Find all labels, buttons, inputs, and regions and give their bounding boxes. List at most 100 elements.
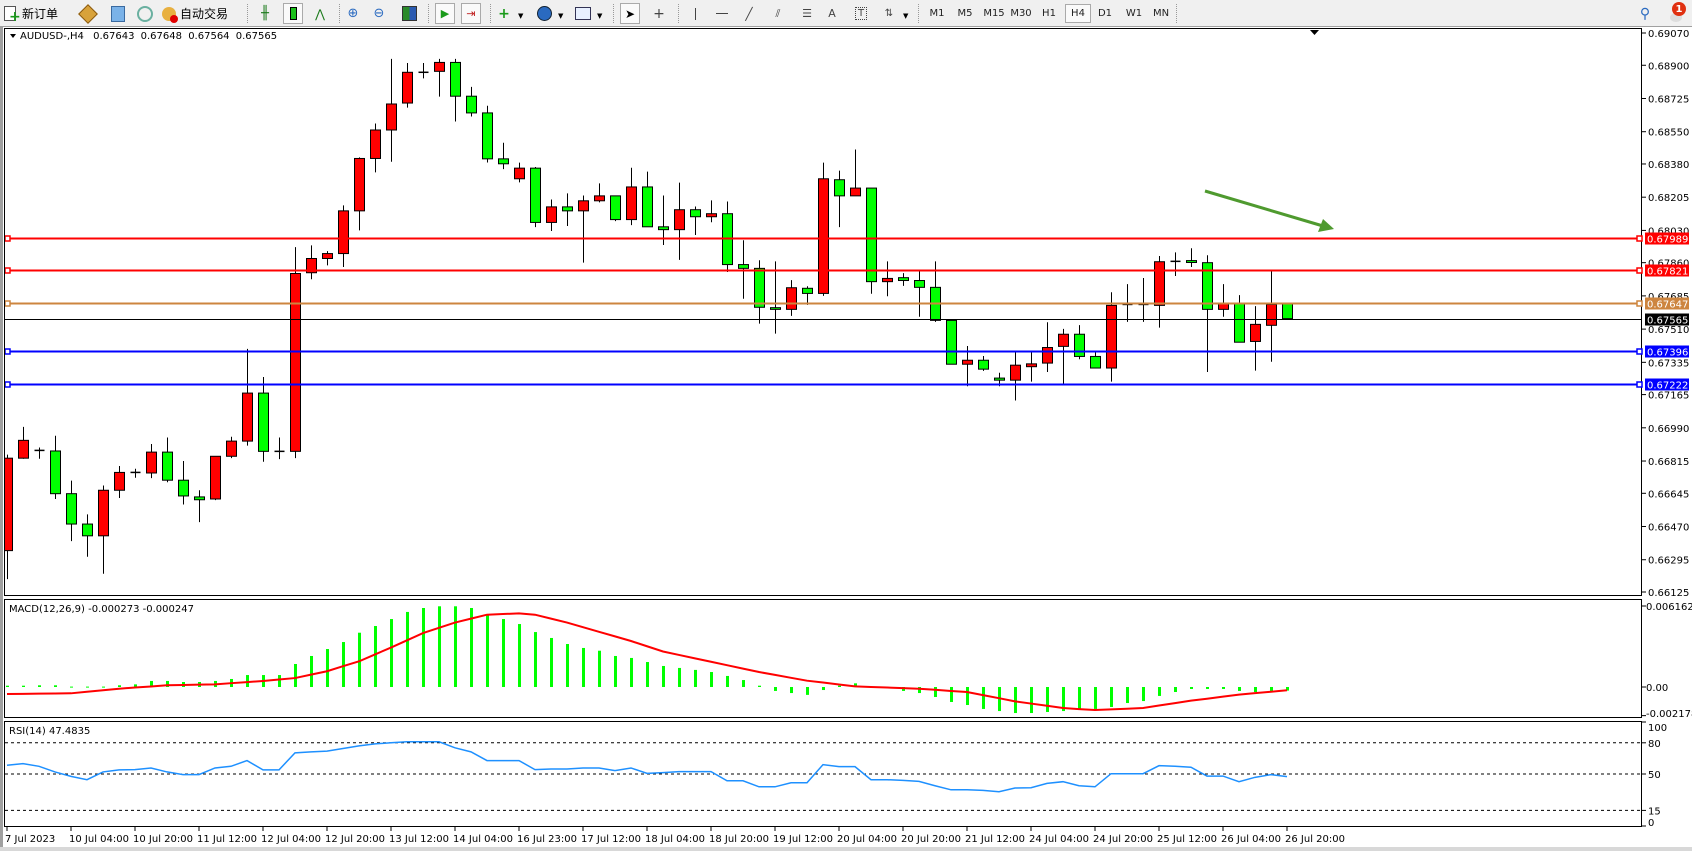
candle[interactable] — [354, 157, 365, 231]
candle[interactable] — [162, 437, 173, 483]
trend-arrow-line[interactable] — [1204, 189, 1324, 228]
candle[interactable] — [818, 162, 829, 296]
trendline-button[interactable]: ╱ — [739, 3, 759, 24]
periods-button[interactable]: ▼ — [534, 3, 563, 24]
new-order-button[interactable]: + 新订单 — [4, 3, 58, 24]
horizontal-line-button[interactable] — [712, 3, 732, 24]
candle[interactable] — [866, 187, 877, 294]
candle[interactable] — [274, 437, 285, 460]
candle[interactable] — [130, 468, 141, 478]
timeframe-m15[interactable]: M15 — [983, 8, 1005, 19]
candle[interactable] — [706, 200, 717, 223]
zoom-out-button[interactable]: ⊖ — [369, 3, 389, 24]
macd-pane[interactable] — [4, 599, 1642, 718]
tile-windows-button[interactable] — [399, 3, 419, 24]
level-handle-right[interactable] — [1636, 381, 1643, 388]
notification-button[interactable]: 1 — [1664, 2, 1688, 24]
candle[interactable] — [146, 443, 157, 479]
candle[interactable] — [50, 435, 61, 499]
timeframe-m1[interactable]: M1 — [929, 8, 945, 19]
candle[interactable] — [1250, 306, 1261, 371]
candle[interactable] — [1058, 328, 1069, 386]
candle[interactable] — [1026, 351, 1037, 382]
candle[interactable] — [850, 149, 861, 197]
level-handle-right[interactable] — [1636, 300, 1643, 307]
candle[interactable] — [658, 195, 669, 246]
candle[interactable] — [962, 346, 973, 387]
vertical-line-button[interactable] — [685, 3, 705, 24]
auto-trading-button[interactable]: 自动交易 — [162, 3, 228, 24]
level-handle-left[interactable] — [5, 300, 11, 307]
timeframe-m30[interactable]: M30 — [1010, 8, 1032, 19]
candle[interactable] — [306, 245, 317, 280]
candle[interactable] — [674, 182, 685, 260]
candle[interactable] — [498, 142, 509, 170]
candle[interactable] — [1106, 292, 1117, 382]
candle[interactable] — [482, 105, 493, 163]
candle[interactable] — [418, 62, 429, 79]
level-handle-left[interactable] — [5, 348, 11, 355]
candle[interactable] — [1202, 255, 1213, 373]
candle[interactable] — [626, 167, 637, 226]
templates-button[interactable]: ▼ — [573, 3, 602, 24]
candle[interactable] — [1010, 351, 1021, 401]
candle[interactable] — [258, 376, 269, 462]
chart-shift-button[interactable]: ⇥ — [461, 3, 481, 24]
candle[interactable] — [178, 461, 189, 505]
candle[interactable] — [594, 183, 605, 203]
candle[interactable] — [66, 480, 77, 542]
candle[interactable] — [1170, 252, 1181, 276]
candle[interactable] — [18, 426, 29, 459]
candle[interactable] — [322, 251, 333, 266]
candle[interactable] — [546, 199, 557, 231]
candle[interactable] — [226, 436, 237, 459]
timeframe-d1[interactable]: D1 — [1097, 8, 1113, 19]
timeframe-mn[interactable]: MN — [1152, 8, 1170, 19]
level-handle-left[interactable] — [5, 235, 11, 242]
candle[interactable] — [370, 123, 381, 173]
candle[interactable] — [386, 58, 397, 162]
candle[interactable] — [242, 348, 253, 446]
line-chart-button[interactable]: ⋀ — [310, 3, 330, 24]
candle[interactable] — [802, 286, 813, 305]
text-button[interactable]: A — [822, 3, 842, 24]
timeframe-h4[interactable]: H4 — [1065, 4, 1091, 23]
candle[interactable] — [978, 356, 989, 371]
candle[interactable] — [690, 206, 701, 235]
arrows-button[interactable]: ⇅ ▼ — [884, 8, 909, 20]
candle[interactable] — [82, 514, 93, 557]
fibonacci-button[interactable]: ☰ — [797, 3, 817, 24]
symbol-menu-chevron-icon[interactable] — [10, 34, 16, 38]
candle[interactable] — [946, 319, 957, 365]
level-handle-left[interactable] — [5, 381, 11, 388]
candle[interactable] — [530, 167, 541, 228]
candle[interactable] — [98, 485, 109, 574]
auto-scroll-button[interactable]: ▶ — [435, 3, 455, 24]
candle[interactable] — [34, 447, 45, 459]
crosshair-button[interactable]: + — [649, 3, 669, 24]
candle[interactable] — [578, 195, 589, 263]
zoom-in-button[interactable]: ⊕ — [343, 3, 363, 24]
candle[interactable] — [562, 193, 573, 227]
candle[interactable] — [642, 171, 653, 228]
candle[interactable] — [514, 162, 525, 183]
candle[interactable] — [338, 205, 349, 268]
candle[interactable] — [882, 261, 893, 297]
search-button[interactable]: ⚲ — [1635, 3, 1655, 24]
indicators-button[interactable]: + ▼ — [498, 5, 524, 22]
candle[interactable] — [610, 195, 621, 222]
timeframe-w1[interactable]: W1 — [1125, 8, 1143, 19]
candle[interactable] — [3, 454, 13, 580]
candle[interactable] — [786, 280, 797, 316]
candle[interactable] — [914, 270, 925, 317]
candlestick-button[interactable] — [283, 3, 303, 24]
bar-chart-button[interactable]: ╫ — [255, 3, 275, 24]
equidistant-channel-button[interactable]: ⫽ — [768, 3, 788, 24]
candle[interactable] — [1074, 325, 1085, 360]
cursor-button[interactable]: ➤ — [620, 3, 640, 24]
navigator-button[interactable] — [108, 3, 128, 24]
candle[interactable] — [450, 58, 461, 122]
candle[interactable] — [1154, 256, 1165, 328]
candle[interactable] — [770, 261, 781, 334]
